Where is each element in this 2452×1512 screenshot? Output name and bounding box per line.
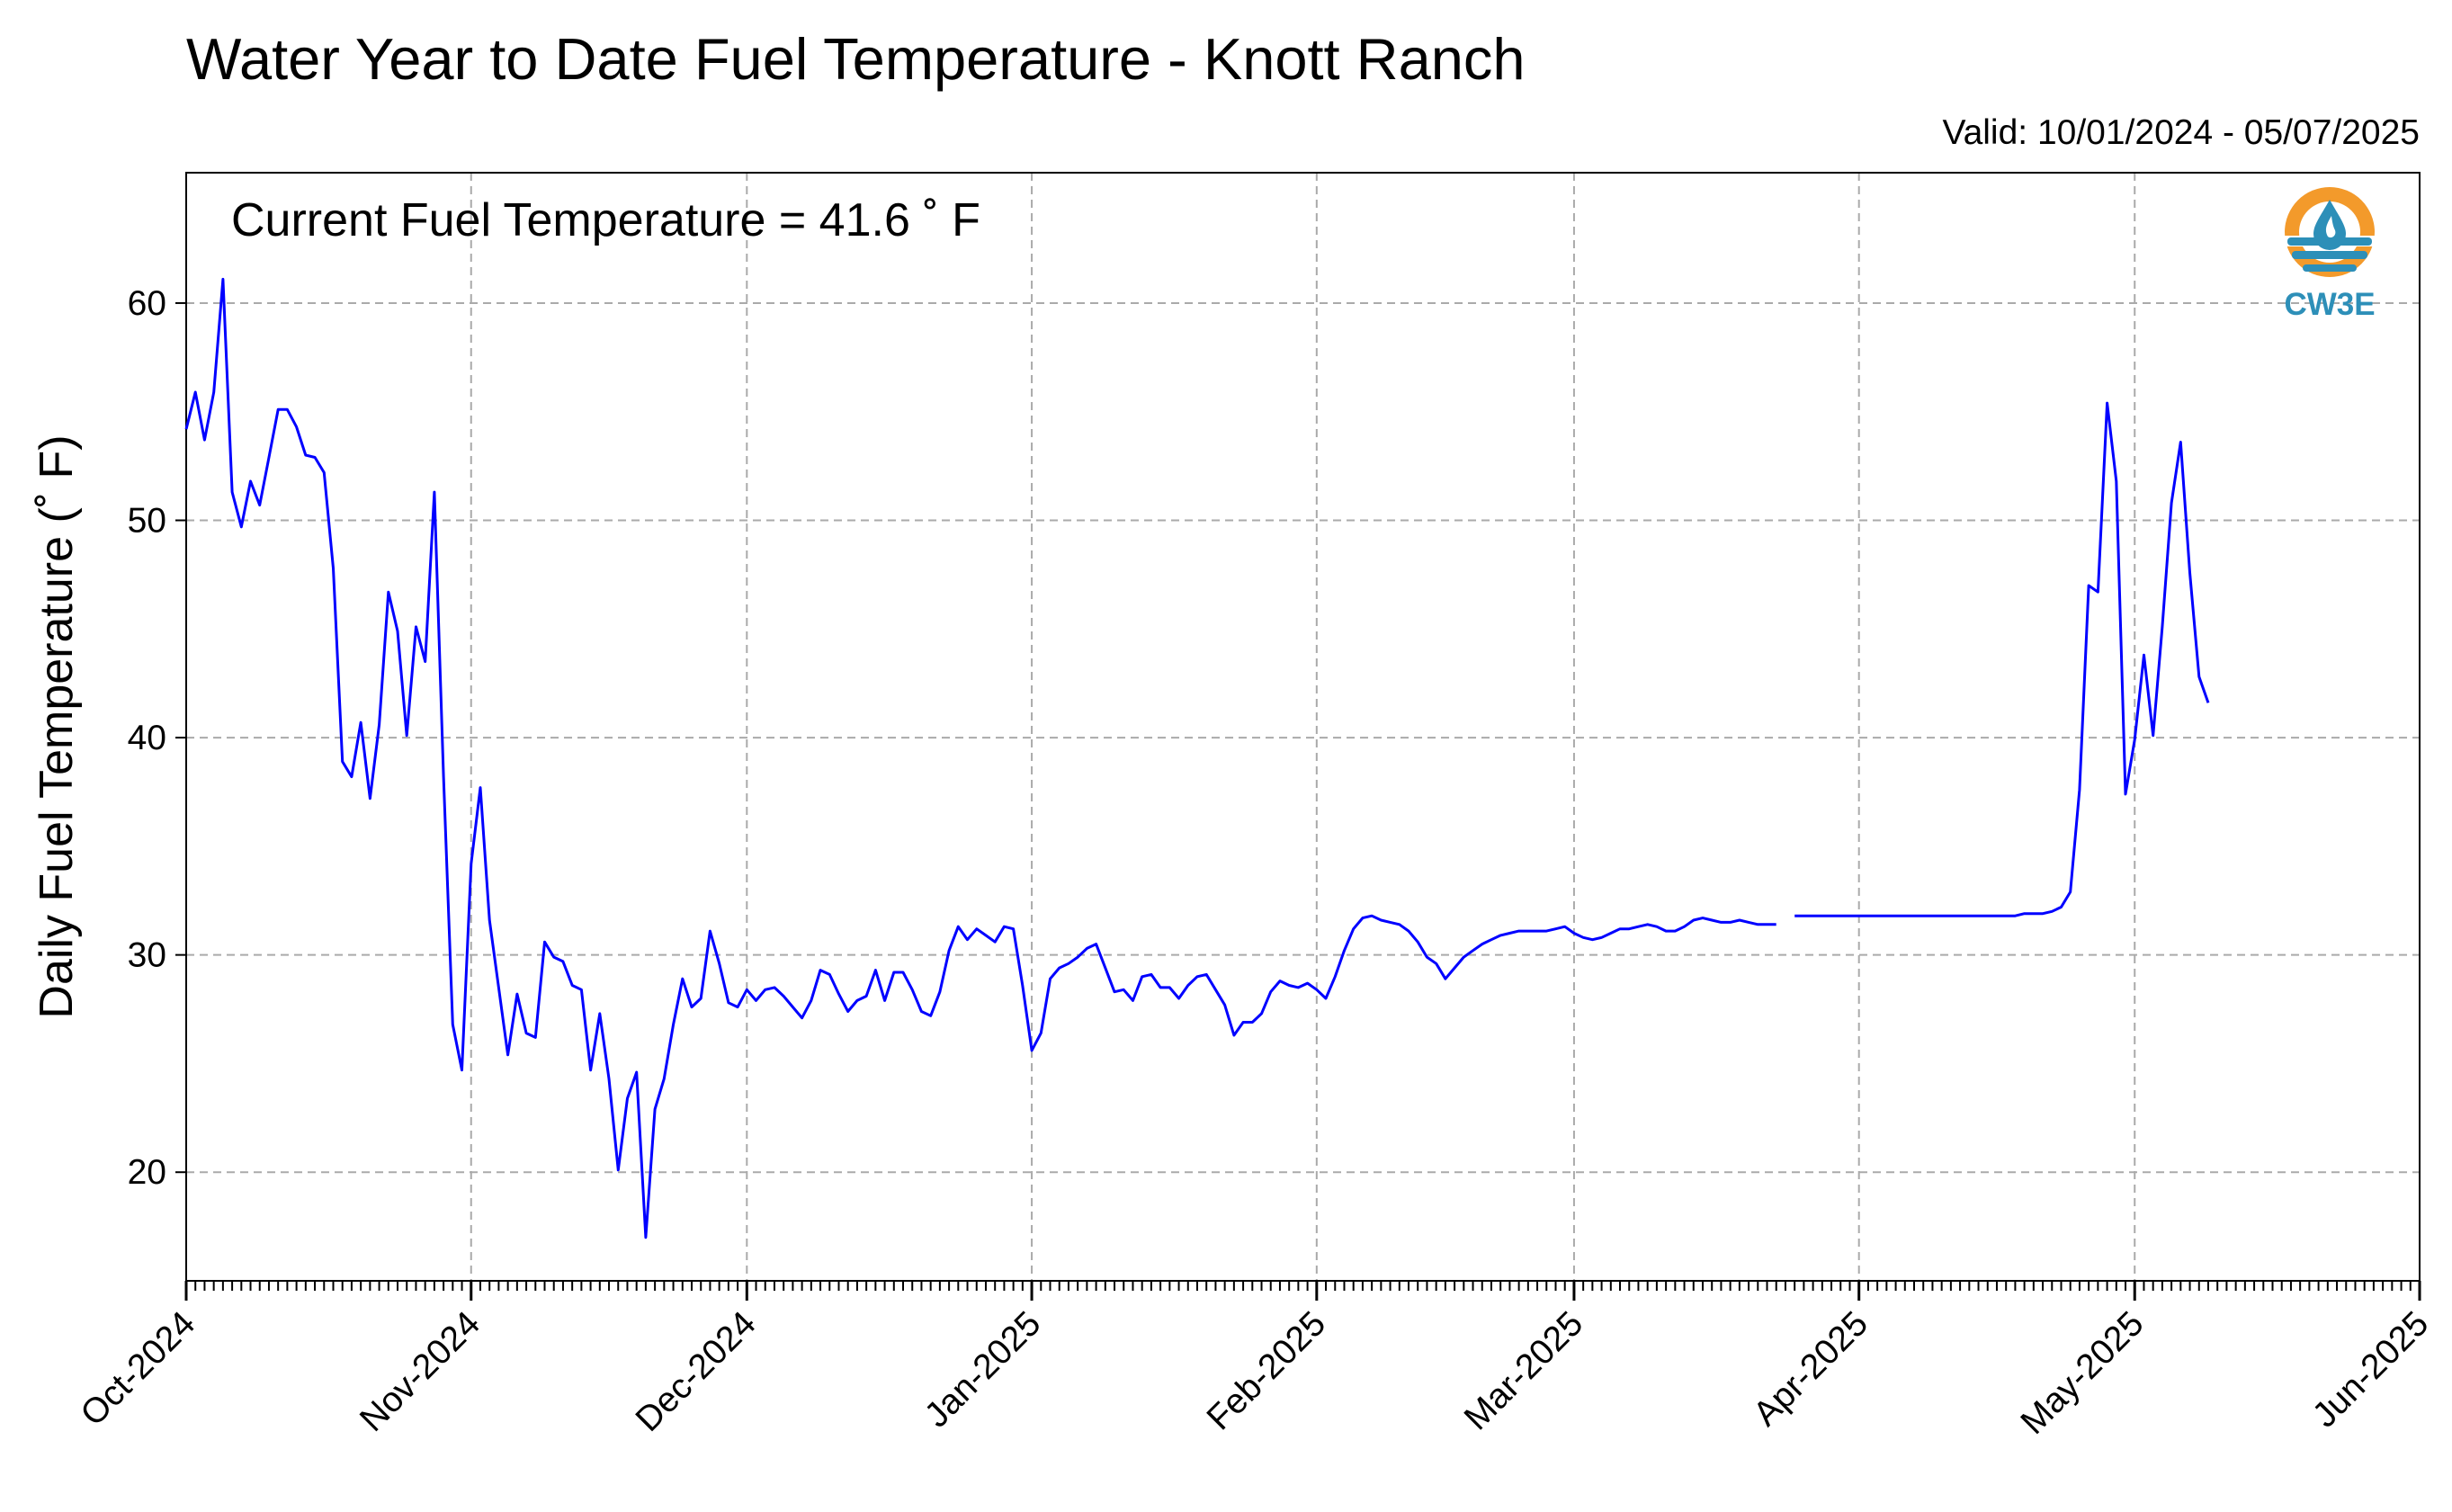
logo-wave-2 bbox=[2292, 251, 2367, 259]
chart-title: Water Year to Date Fuel Temperature - Kn… bbox=[186, 26, 1526, 92]
x-tick-label: Jun-2025 bbox=[2305, 1304, 2436, 1435]
y-tick-label: 30 bbox=[128, 936, 166, 975]
x-tick-label: Jan-2025 bbox=[917, 1304, 1048, 1435]
series-line-fuel-temperature bbox=[184, 277, 1776, 1239]
droplet-flame-icon bbox=[2325, 216, 2336, 238]
cw3e-logo: CW3E bbox=[2283, 187, 2376, 322]
plot-frame bbox=[185, 172, 2421, 1282]
y-tick-label: 40 bbox=[128, 719, 166, 757]
minor-ticks bbox=[194, 1281, 2412, 1291]
x-tick-label: May-2025 bbox=[2014, 1304, 2152, 1442]
x-tick-label: Oct-2024 bbox=[74, 1304, 203, 1434]
y-tick-label: 50 bbox=[128, 502, 166, 541]
y-axis: 20 30 40 50 60 bbox=[128, 284, 186, 1192]
x-axis: Oct-2024 Nov-2024 Dec-2024 Jan-2025 Feb-2025… bbox=[74, 1281, 2436, 1442]
series-line-fuel-temperature-segment-2 bbox=[1794, 401, 2210, 917]
x-tick-label: Nov-2024 bbox=[353, 1304, 488, 1439]
x-tick-label: Feb-2025 bbox=[1200, 1304, 1333, 1437]
chart-subtitle: Valid: 10/01/2024 - 05/07/2025 bbox=[1942, 113, 2420, 152]
y-tick-label: 20 bbox=[128, 1153, 166, 1192]
current-value-annotation: Current Fuel Temperature = 41.6 ˚ F bbox=[231, 194, 980, 246]
logo-text: CW3E bbox=[2284, 287, 2375, 322]
grid bbox=[186, 173, 2420, 1281]
x-tick-label: Apr-2025 bbox=[1746, 1304, 1875, 1434]
x-tick-label: Dec-2024 bbox=[629, 1304, 764, 1439]
y-tick-label: 60 bbox=[128, 284, 166, 323]
x-tick-label: Mar-2025 bbox=[1457, 1304, 1590, 1437]
logo-wave-3 bbox=[2303, 264, 2357, 272]
y-axis-label: Daily Fuel Temperature (˚ F) bbox=[31, 434, 83, 1018]
